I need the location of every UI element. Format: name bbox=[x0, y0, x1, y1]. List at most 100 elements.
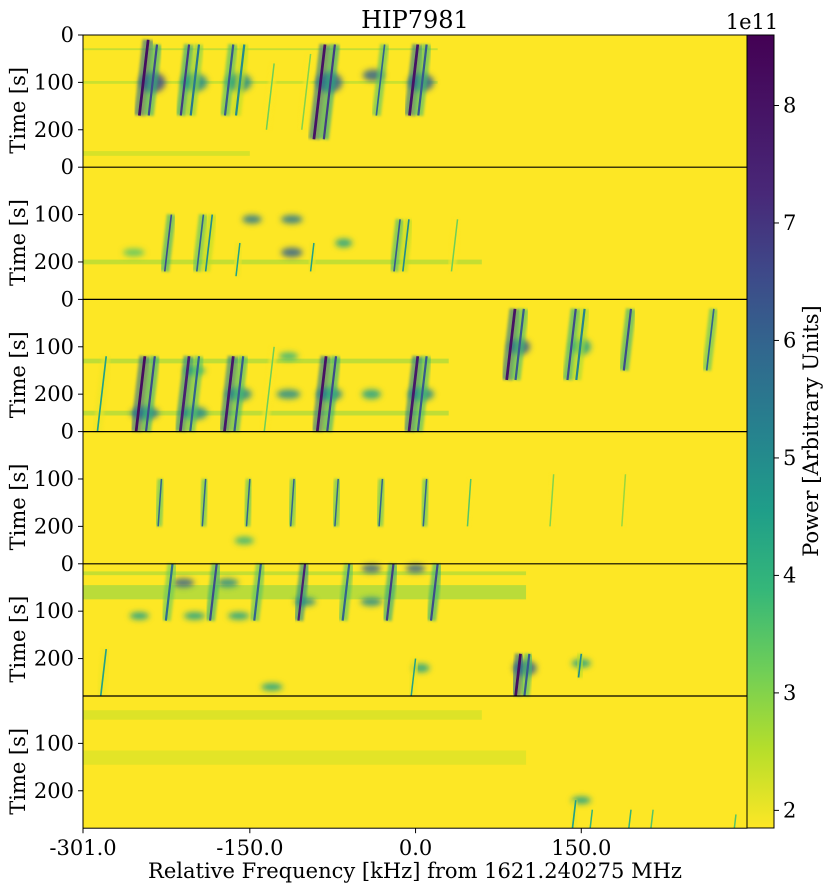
colorbar-tick-label-5: 7 bbox=[783, 211, 796, 235]
signal-8 bbox=[375, 44, 386, 116]
blob-22 bbox=[234, 536, 254, 545]
blob-26 bbox=[360, 597, 383, 607]
signal-1 bbox=[147, 44, 159, 116]
signal-18 bbox=[393, 219, 401, 272]
signal-31 bbox=[505, 308, 517, 381]
signal-23 bbox=[178, 356, 191, 432]
y-axis-label-2: Time [s] bbox=[6, 331, 30, 418]
signal-54 bbox=[385, 563, 395, 621]
y-tick-label-2-0: 0 bbox=[61, 287, 74, 311]
signals-layer bbox=[92, 39, 740, 828]
blob-6 bbox=[242, 214, 262, 224]
colorbar-tick-label-1: 3 bbox=[783, 681, 796, 705]
signal-49 bbox=[164, 563, 174, 621]
y-tick-label-5-1: 200 bbox=[34, 779, 74, 803]
y-tick-label-4-2: 200 bbox=[34, 647, 74, 671]
signal-3 bbox=[189, 44, 201, 116]
signal-20 bbox=[450, 219, 459, 272]
signal-47 bbox=[549, 474, 555, 527]
blob-28 bbox=[405, 564, 426, 573]
y-axis-label-1: Time [s] bbox=[6, 199, 30, 286]
signal-57 bbox=[523, 653, 531, 697]
y-tick-label-4-0: 0 bbox=[61, 552, 74, 576]
signal-0 bbox=[137, 39, 150, 116]
signal-15 bbox=[204, 214, 214, 272]
signal-35 bbox=[622, 308, 633, 371]
stripe-3 bbox=[83, 259, 482, 265]
y-axis-label-5: Time [s] bbox=[6, 728, 30, 815]
x-tick-label-0: -301.0 bbox=[49, 836, 116, 860]
x-tick-label-2: 0.0 bbox=[399, 836, 432, 860]
signal-60 bbox=[99, 648, 108, 697]
y-tick-label-0-2: 200 bbox=[34, 118, 74, 142]
signal-6 bbox=[312, 44, 327, 140]
y-tick-label-3-2: 200 bbox=[34, 514, 74, 538]
blob-23 bbox=[172, 578, 195, 588]
blob-32 bbox=[261, 683, 283, 691]
stripe-1 bbox=[83, 80, 438, 84]
colorbar-label: Power [Arbitrary Units] bbox=[799, 305, 823, 557]
blob-16 bbox=[278, 352, 299, 361]
y-axis-label-3: Time [s] bbox=[6, 464, 30, 551]
signal-38 bbox=[96, 356, 108, 432]
signal-36 bbox=[705, 308, 715, 371]
blob-30 bbox=[228, 612, 250, 620]
colorbar-tick-label-0: 2 bbox=[783, 798, 796, 822]
y-axis-label-0: Time [s] bbox=[6, 67, 30, 154]
blob-8 bbox=[281, 247, 303, 258]
signal-12 bbox=[301, 53, 312, 130]
blob-10 bbox=[123, 248, 145, 257]
y-tick-label-3-0: 0 bbox=[61, 420, 74, 444]
signal-48 bbox=[621, 474, 627, 527]
signal-46 bbox=[466, 478, 472, 527]
signal-42 bbox=[289, 478, 295, 527]
signal-26 bbox=[233, 356, 245, 432]
stripe-8 bbox=[83, 710, 482, 720]
colorbar-tick-label-3: 5 bbox=[783, 446, 796, 470]
signal-59 bbox=[410, 658, 417, 697]
signal-30 bbox=[416, 356, 428, 432]
signal-37 bbox=[263, 346, 275, 432]
stripe-0 bbox=[83, 48, 438, 51]
y-tick-label-0-1: 100 bbox=[34, 70, 74, 94]
x-tick-label-3: 150.0 bbox=[551, 836, 611, 860]
signal-27 bbox=[315, 356, 328, 432]
signal-7 bbox=[322, 44, 336, 140]
blob-27 bbox=[361, 564, 381, 573]
y-tick-label-2-2: 200 bbox=[34, 382, 74, 406]
y-tick-label-1-1: 100 bbox=[34, 203, 74, 227]
signal-50 bbox=[208, 563, 218, 621]
signal-14 bbox=[195, 214, 205, 272]
signal-34 bbox=[575, 308, 586, 381]
signal-58 bbox=[577, 653, 583, 678]
y-tick-label-3-1: 100 bbox=[34, 467, 74, 491]
signal-22 bbox=[144, 356, 156, 432]
x-tick-label-1: -150.0 bbox=[216, 836, 283, 860]
signal-65 bbox=[733, 814, 737, 828]
signal-10 bbox=[417, 44, 428, 116]
plot-area bbox=[82, 34, 748, 829]
y-tick-label-1-0: 0 bbox=[61, 155, 74, 179]
signal-25 bbox=[223, 356, 235, 432]
stripe-4 bbox=[83, 358, 449, 364]
signal-13 bbox=[163, 214, 173, 272]
blob-29 bbox=[183, 612, 206, 620]
signal-29 bbox=[407, 356, 420, 432]
blob-31 bbox=[129, 612, 149, 620]
y-tick-label-2-1: 100 bbox=[34, 335, 74, 359]
signal-39 bbox=[157, 478, 163, 527]
colorbar-multiplier: 1e11 bbox=[726, 10, 779, 34]
stripe-2 bbox=[83, 151, 250, 156]
signal-45 bbox=[422, 478, 428, 527]
colorbar: 2 3 4 5 6 7 8 1e11 Power [Arbitrary Units] bbox=[726, 10, 823, 829]
signal-28 bbox=[326, 356, 338, 432]
signal-2 bbox=[179, 44, 191, 116]
signal-33 bbox=[566, 308, 577, 381]
signal-40 bbox=[201, 478, 207, 527]
signal-21 bbox=[134, 356, 147, 432]
colorbar-tick-label-2: 4 bbox=[783, 563, 796, 587]
signal-63 bbox=[628, 809, 632, 828]
signal-5 bbox=[234, 44, 246, 116]
signal-64 bbox=[650, 809, 654, 828]
